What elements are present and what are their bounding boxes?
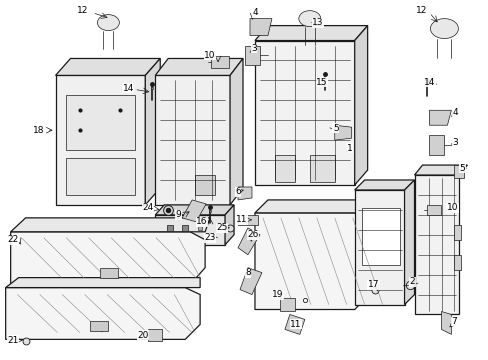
Polygon shape (100, 268, 118, 278)
Text: 11: 11 (236, 215, 247, 224)
Text: 4: 4 (452, 108, 457, 117)
Text: 14: 14 (423, 78, 434, 87)
Text: 4: 4 (252, 8, 257, 17)
Polygon shape (244, 45, 260, 66)
Polygon shape (211, 57, 228, 68)
Polygon shape (155, 205, 234, 215)
Polygon shape (240, 268, 262, 294)
Polygon shape (195, 175, 215, 195)
Text: 1: 1 (346, 144, 352, 153)
Text: 9: 9 (175, 210, 181, 219)
Polygon shape (428, 110, 450, 125)
Polygon shape (145, 58, 160, 205)
Polygon shape (65, 158, 135, 195)
Polygon shape (279, 298, 294, 311)
Text: 8: 8 (244, 268, 250, 277)
Polygon shape (404, 180, 414, 305)
Text: 19: 19 (272, 290, 283, 299)
Text: 26: 26 (247, 230, 258, 239)
Polygon shape (414, 175, 458, 315)
Text: 13: 13 (311, 18, 323, 27)
Polygon shape (414, 165, 467, 175)
Polygon shape (254, 200, 369, 213)
Polygon shape (238, 228, 260, 255)
Polygon shape (90, 321, 108, 332)
Polygon shape (238, 215, 258, 225)
Polygon shape (254, 213, 369, 310)
Text: 11: 11 (289, 320, 301, 329)
Polygon shape (428, 135, 444, 155)
Text: 21: 21 (7, 336, 19, 345)
Polygon shape (285, 315, 304, 334)
Polygon shape (11, 218, 210, 232)
Text: 12: 12 (77, 6, 88, 15)
Polygon shape (309, 155, 334, 182)
Polygon shape (354, 26, 367, 185)
Polygon shape (11, 232, 204, 285)
Polygon shape (65, 95, 135, 150)
Text: 3: 3 (451, 138, 457, 147)
Text: 14: 14 (122, 84, 134, 93)
Polygon shape (182, 200, 205, 222)
Text: 22: 22 (7, 235, 18, 244)
Polygon shape (56, 58, 160, 75)
Polygon shape (56, 75, 145, 205)
Polygon shape (254, 26, 367, 41)
Polygon shape (148, 329, 162, 341)
Polygon shape (361, 208, 399, 265)
Polygon shape (6, 278, 200, 288)
Text: 10: 10 (204, 51, 215, 60)
Text: 5: 5 (332, 124, 338, 133)
Polygon shape (354, 190, 404, 305)
Polygon shape (238, 187, 251, 200)
Text: 7: 7 (450, 317, 456, 326)
Text: 23: 23 (204, 233, 215, 242)
Polygon shape (441, 311, 450, 334)
Polygon shape (229, 58, 243, 205)
Polygon shape (249, 19, 271, 36)
Polygon shape (427, 205, 441, 215)
Polygon shape (453, 225, 461, 240)
Polygon shape (155, 75, 229, 205)
Text: 15: 15 (315, 78, 327, 87)
Polygon shape (155, 215, 224, 245)
Text: 20: 20 (137, 331, 149, 340)
Ellipse shape (97, 15, 119, 31)
Text: 18: 18 (33, 126, 44, 135)
Polygon shape (354, 180, 414, 190)
Polygon shape (274, 155, 294, 182)
Text: 10: 10 (446, 203, 457, 212)
Polygon shape (453, 165, 464, 178)
Text: 5: 5 (459, 163, 464, 172)
Ellipse shape (429, 19, 457, 39)
Text: 24: 24 (142, 203, 154, 212)
Text: 17: 17 (367, 280, 379, 289)
Text: 16: 16 (196, 217, 207, 226)
Polygon shape (254, 41, 354, 185)
Text: 25: 25 (216, 223, 227, 232)
Polygon shape (224, 205, 234, 245)
Polygon shape (155, 58, 243, 75)
Polygon shape (6, 288, 200, 339)
Ellipse shape (298, 11, 320, 27)
Polygon shape (334, 125, 351, 140)
Text: 3: 3 (250, 44, 256, 53)
Text: 2: 2 (409, 277, 414, 286)
Polygon shape (453, 255, 461, 270)
Text: 6: 6 (235, 188, 241, 197)
Text: 12: 12 (415, 6, 427, 15)
